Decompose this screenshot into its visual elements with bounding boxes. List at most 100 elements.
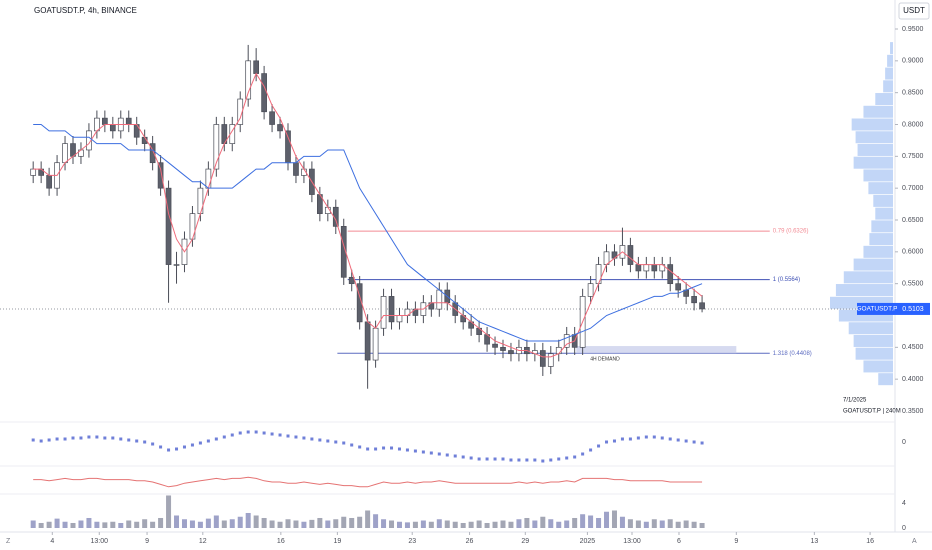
oscillator-dot (469, 456, 473, 460)
volume-profile-bar (868, 182, 893, 195)
x-tick-label: 23 (408, 538, 416, 545)
corner-icon[interactable]: A (912, 538, 917, 545)
candle-body (372, 327, 379, 361)
candle-body (62, 143, 68, 164)
candle-body (253, 60, 259, 74)
currency-box[interactable] (898, 2, 930, 20)
volume-bar (245, 512, 251, 528)
oscillator-dot (477, 457, 481, 461)
y-tick-label: 0.4000 (902, 376, 924, 383)
volume-profile-bar (853, 334, 893, 347)
volume-bar (500, 520, 506, 528)
fib-label: 1 (0.5564) (773, 277, 800, 283)
oscillator-dot (326, 439, 330, 443)
volume-bar (691, 521, 697, 528)
symbol-note: GOATUSDT.P | 240M (843, 409, 901, 415)
oscillator-dot (612, 439, 616, 443)
oscillator-dot (334, 440, 338, 444)
volume-bar (253, 515, 259, 528)
volume-bar (548, 519, 554, 528)
volume-bar (667, 519, 673, 528)
x-tick-label: 9 (734, 538, 738, 545)
currency: USDT (903, 6, 925, 15)
volume-bar (532, 520, 538, 528)
oscillator-dot (254, 430, 258, 434)
volume-bar (365, 510, 371, 528)
volume-bar (309, 519, 315, 528)
y-tick-label: 0.6500 (902, 217, 924, 224)
oscillator-dot (294, 435, 298, 439)
oscillator-dot (47, 438, 51, 442)
volume-bar (293, 520, 299, 528)
x-tick-label: 29 (521, 538, 529, 545)
volume-bar (78, 520, 84, 528)
volume-bar (484, 522, 490, 528)
candle-body (547, 353, 554, 367)
volume-bar (118, 522, 124, 528)
oscillator-dot (692, 440, 696, 444)
candle-body (102, 117, 108, 125)
oscillator-dot (286, 434, 290, 438)
oscillator-dot (589, 448, 593, 452)
volume-profile-bar (890, 42, 893, 55)
volume-bar (277, 521, 283, 528)
oscillator-dot (461, 455, 465, 459)
volume-bar (110, 521, 116, 528)
oscillator-dot (214, 437, 218, 441)
volume-profile-bar (857, 143, 893, 156)
oscillator-dot (230, 433, 234, 437)
volume-bar (460, 522, 466, 528)
candle-body (587, 283, 594, 297)
volume-bar (158, 517, 164, 528)
volume-bar (94, 521, 100, 528)
x-tick-label: 12 (199, 538, 207, 545)
candle-body (539, 350, 546, 367)
fib-label: 0.79 (0.6326) (773, 229, 809, 235)
volume-bar (221, 520, 227, 528)
volume-bar (452, 521, 458, 528)
oscillator-dot (549, 458, 553, 462)
oscillator-dot (429, 451, 433, 455)
volume-tick-label: 4 (902, 500, 906, 507)
y-tick-label: 0.8500 (902, 90, 924, 97)
candle-body (651, 264, 658, 272)
volume-bar (134, 521, 140, 528)
oscillator-dot (366, 447, 370, 451)
oscillator-dot (206, 439, 210, 443)
volume-bar (492, 521, 498, 528)
x-tick-label: 26 (466, 538, 474, 545)
volume-bar (38, 522, 44, 528)
volume-profile-bar (885, 67, 893, 80)
oscillator-dot (39, 439, 43, 443)
volume-bar (70, 522, 76, 528)
last-price-symbol: GOATUSDT.P (856, 306, 897, 313)
candle-body (30, 168, 37, 176)
moving-average (33, 72, 703, 358)
oscillator-dot (246, 430, 250, 434)
candle-body (667, 264, 674, 285)
oscillator-dot (55, 437, 59, 441)
oscillator-dot (501, 457, 505, 461)
oscillator-dot (382, 446, 386, 450)
oscillator-dot (525, 458, 529, 462)
volume-profile-bar (855, 347, 893, 360)
oscillator-dot (390, 446, 394, 450)
x-tick-label: 9 (145, 538, 149, 545)
oscillator-dot (453, 454, 457, 458)
oscillator-dot (573, 455, 577, 459)
volume-bar (317, 517, 323, 528)
volume-bar (643, 521, 649, 528)
volume-profile-bar (853, 156, 893, 169)
candle-body (261, 73, 267, 113)
candle-body (492, 343, 498, 348)
volume-bar (611, 510, 617, 528)
oscillator-dot (167, 448, 171, 452)
y-tick-label: 0.5500 (902, 281, 924, 288)
candle-body (269, 111, 275, 125)
corner-icon[interactable]: Z (6, 538, 11, 545)
x-tick-label: 13 (810, 538, 818, 545)
candle-body (699, 302, 705, 310)
y-tick-label: 0.7500 (902, 153, 924, 160)
candle-body (348, 276, 355, 285)
